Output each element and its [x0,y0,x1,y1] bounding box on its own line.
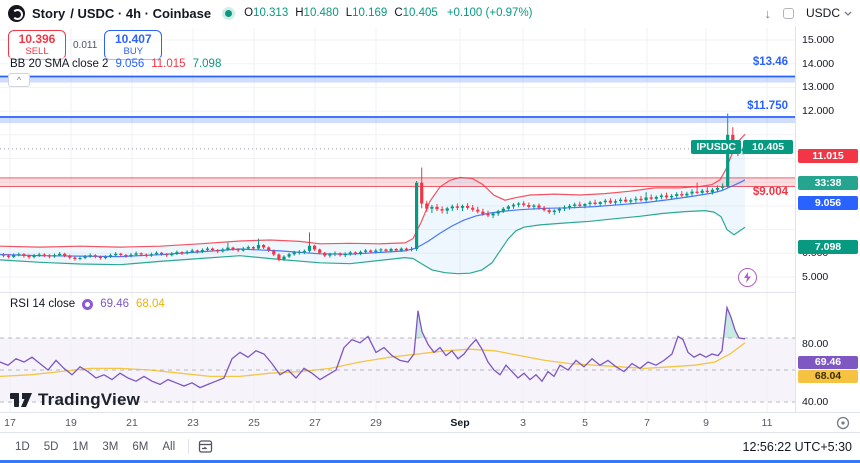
time-tick: 3 [520,417,526,429]
price-tick: 5.000 [802,271,829,283]
rsi-value: 69.46 [100,298,129,310]
level-label-13-46[interactable]: $13.46 [752,56,788,68]
time-tick: 9 [703,417,709,429]
low-label: L [345,7,353,19]
open-label: O [244,7,254,19]
bb-lower-value: 7.098 [192,58,222,70]
time-tick: 27 [309,417,321,429]
open-value: 10.313 [253,7,289,19]
bottom-accent-bar [0,460,860,463]
change-value: +0.100 (+0.97%) [446,7,533,19]
time-tick: 21 [126,417,138,429]
maximize-icon[interactable] [782,7,794,19]
price-tick: 13.000 [802,81,835,93]
symbol-tag-badge: IPUSDC [691,140,741,154]
clock-icon[interactable] [836,416,850,430]
go-to-date-icon[interactable] [197,439,214,454]
level-label-11-750[interactable]: $11.750 [747,100,788,112]
rsi-loop-icon [82,298,94,310]
range-button-all[interactable]: All [162,440,176,453]
symbol-name[interactable]: Story [32,5,66,21]
bb-lower-axis-badge: 7.098 [798,240,858,254]
lightning-icon [744,272,751,283]
arrow-down-icon[interactable]: ↓ [764,5,771,21]
ohlc-values: O10.313 H10.480 L10.169 C10.405 +0.100 (… [244,7,532,19]
price-tick: 15.000 [802,34,835,46]
buy-price: 10.407 [114,32,152,46]
last-price-badge: 10.405 [743,140,793,154]
chevron-down-icon [844,11,852,16]
rsi-tick-80: 80.00 [802,338,829,350]
spread-value: 0.011 [73,39,98,51]
bb-upper-value: 11.015 [151,58,186,70]
collapse-pane-button[interactable]: ^ [8,73,30,87]
header-controls: ↓ USDC [764,6,852,21]
flash-boost-button[interactable] [738,268,757,287]
rsi-ma-badge: 68.04 [798,370,858,383]
tradingview-watermark: TradingView [10,390,140,410]
range-button-5d[interactable]: 5D [43,440,59,453]
price-axis[interactable]: 15.00014.00013.00012.0008.0006.0005.000 … [795,24,860,432]
market-status-icon [225,9,233,17]
low-value: 10.169 [352,7,388,19]
bb-title: BB 20 SMA close 2 [10,58,109,70]
close-label: C [394,7,403,19]
range-button-1d[interactable]: 1D [15,440,30,453]
countdown-badge: 33:38 [798,176,858,190]
time-tick: 11 [761,417,773,429]
time-tick: 17 [4,417,16,429]
trade-panel: 10.396 SELL 0.011 10.407 BUY [8,30,163,60]
symbol-pair[interactable]: / USDC · 4h · Coinbase [70,5,212,21]
rsi-tick-40: 40.00 [802,396,829,408]
sell-label: SELL [25,46,49,57]
rsi-indicator-legend[interactable]: RSI 14 close 69.46 68.04 [8,297,167,311]
rsi-title: RSI 14 close [10,298,76,310]
range-button-3m[interactable]: 3M [102,440,119,453]
range-button-1m[interactable]: 1M [72,440,89,453]
rsi-pane[interactable] [0,292,795,412]
close-value: 10.405 [402,7,438,19]
bb-basis-axis-badge: 9.056 [798,196,858,210]
time-tick: 5 [582,417,588,429]
range-buttons: 1D 5D 1M 3M 6M All [8,438,182,456]
bb-upper-axis-badge: 11.015 [798,149,858,163]
currency-dropdown[interactable]: USDC [806,6,852,20]
tradingview-logo-icon [10,393,32,407]
chart-header: Story / USDC · 4h · Coinbase O10.313 H10… [0,0,860,26]
currency-label: USDC [805,6,840,20]
time-tick: 19 [65,417,77,429]
time-tick: 29 [370,417,382,429]
sell-button[interactable]: 10.396 SELL [8,30,66,60]
buy-label: BUY [123,46,144,57]
price-tick: 14.000 [802,58,835,70]
watermark-text: TradingView [38,390,141,409]
rsi-ma-value: 68.04 [135,298,165,310]
high-value: 10.480 [303,7,339,19]
pane-divider[interactable] [0,292,860,293]
bb-basis-value: 9.056 [115,58,145,70]
session-clock[interactable]: 12:56:22 UTC+5:30 [742,439,852,454]
time-tick: 23 [187,417,199,429]
price-tick: 12.000 [802,105,835,117]
last-price-row: IPUSDC 10.405 [691,140,793,154]
story-logo-icon [8,4,25,22]
time-tick: 7 [644,417,650,429]
time-tick: 25 [248,417,260,429]
range-button-6m[interactable]: 6M [132,440,149,453]
sell-price: 10.396 [18,32,56,46]
bb-indicator-legend[interactable]: BB 20 SMA close 2 9.056 11.015 7.098 [8,57,224,71]
time-tick: Sep [450,417,470,429]
toolbar-divider [188,439,190,454]
high-label: H [295,7,304,19]
time-axis[interactable]: 17 19 21 23 25 27 29 Sep 3 5 7 9 11 [0,412,860,432]
bottom-toolbar: 1D 5D 1M 3M 6M All 12:56:22 UTC+5:30 [0,432,860,460]
level-label-9-004[interactable]: $9.004 [752,186,788,198]
main-price-pane[interactable] [0,28,795,292]
rsi-value-badge: 69.46 [798,356,858,369]
buy-button[interactable]: 10.407 BUY [104,30,163,60]
